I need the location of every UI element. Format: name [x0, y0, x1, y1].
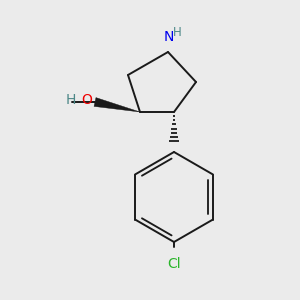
- Text: O: O: [81, 93, 92, 107]
- Text: H: H: [66, 93, 76, 107]
- Polygon shape: [94, 98, 140, 112]
- Text: Cl: Cl: [167, 257, 181, 271]
- Text: H: H: [172, 26, 182, 39]
- Text: N: N: [164, 30, 174, 44]
